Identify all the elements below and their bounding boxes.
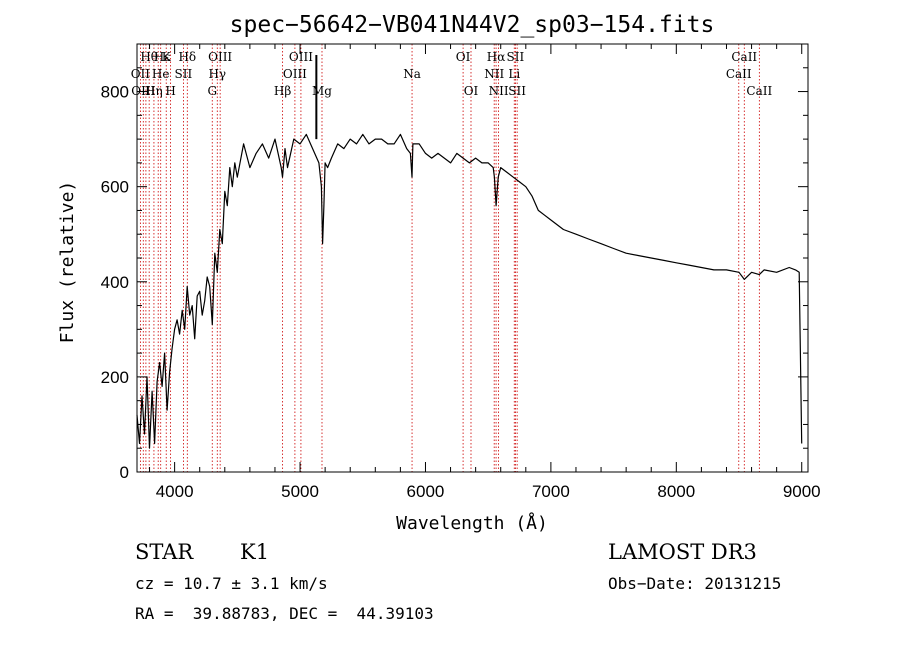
line-label: OIII xyxy=(131,84,155,98)
line-label: OII xyxy=(131,67,151,81)
line-label: NII xyxy=(484,67,504,81)
survey-name: LAMOST DR3 xyxy=(608,540,757,564)
y-tick-label: 0 xyxy=(120,463,129,482)
line-label: OIII xyxy=(289,50,313,64)
line-label: Hδ xyxy=(178,50,196,64)
line-label: Mg xyxy=(312,84,332,98)
object-class: STAR xyxy=(135,540,194,564)
x-tick-label: 9000 xyxy=(783,482,821,501)
series-group xyxy=(136,55,803,449)
line-label: G xyxy=(207,84,217,98)
series-line-flux xyxy=(136,133,803,449)
line-label: Hγ xyxy=(208,67,226,81)
tick-marks xyxy=(137,44,808,473)
line-label: OI xyxy=(456,50,471,64)
y-tick-label: 400 xyxy=(101,273,129,292)
y-axis-label: Flux (relative) xyxy=(57,181,78,344)
chart-title: spec−56642−VB041N44V2_sp03−154.fits xyxy=(230,12,715,38)
line-label: He xyxy=(152,67,170,81)
y-tick-label: 800 xyxy=(101,83,129,102)
axes xyxy=(136,43,809,473)
line-label: Hε xyxy=(154,50,171,64)
x-tick-label: 8000 xyxy=(657,482,695,501)
line-label: CaII xyxy=(746,84,772,98)
line-label: CaII xyxy=(731,50,757,64)
tick-labels: 4000 5000 6000 7000 8000 9000 0 200 400 600 800 xyxy=(101,83,821,501)
line-label: SII xyxy=(508,84,526,98)
line-label: OIII xyxy=(283,67,307,81)
line-label: H xyxy=(165,84,175,98)
x-tick-label: 7000 xyxy=(532,482,570,501)
line-label: OI xyxy=(464,84,479,98)
x-axis-label: Wavelength (Å) xyxy=(396,512,548,534)
object-subclass: K1 xyxy=(240,540,270,564)
redshift-cz: cz = 10.7 ± 3.1 km/s xyxy=(135,574,328,593)
y-tick-label: 600 xyxy=(101,178,129,197)
reference-lines xyxy=(139,44,760,472)
x-tick-label: 6000 xyxy=(407,482,445,501)
line-label: SII xyxy=(175,67,193,81)
line-label: SII xyxy=(507,50,525,64)
line-label: Hα xyxy=(487,50,506,64)
y-tick-label: 200 xyxy=(101,368,129,387)
plot-frame xyxy=(136,43,809,473)
line-label: Hβ xyxy=(274,84,291,98)
line-label: K xyxy=(162,50,172,64)
line-label: Li xyxy=(508,67,520,81)
line-label: CaII xyxy=(726,67,752,81)
line-label: Na xyxy=(403,67,421,81)
line-label: OIII xyxy=(208,50,232,64)
observation-date: Obs−Date: 20131215 xyxy=(608,574,782,593)
line-label: NII xyxy=(489,84,509,98)
coordinates: RA = 39.88783, DEC = 44.39103 xyxy=(135,604,434,623)
line-label: Hθ xyxy=(140,50,158,64)
x-tick-label: 5000 xyxy=(281,482,319,501)
x-tick-label: 4000 xyxy=(156,482,194,501)
line-label: Hη xyxy=(145,84,163,98)
